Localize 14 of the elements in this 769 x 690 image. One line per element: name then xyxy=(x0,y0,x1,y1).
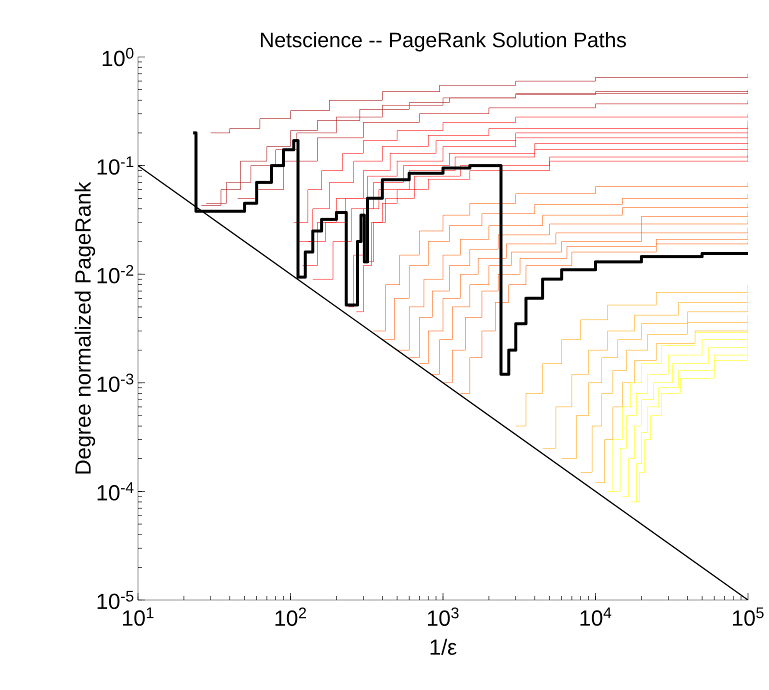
x-tick-label: 10$^{1}$ xyxy=(122,608,154,626)
y-tick-label: 10$^{-1}$ xyxy=(98,156,134,175)
x-axis-title: 1/ε xyxy=(430,638,457,655)
x-tick-label: 10$^{4}$ xyxy=(580,608,612,626)
y-tick-label: 10$^{-5}$ xyxy=(98,590,134,610)
y-tick-label: 10$^{-2}$ xyxy=(98,264,134,284)
y-axis-title: Degree normalized PageRank xyxy=(74,182,96,474)
y-tick-label: 10$^{0}$ xyxy=(102,48,134,66)
y-tick-label: 10$^{-4}$ xyxy=(98,482,134,501)
y-tick-label: 10$^{-3}$ xyxy=(98,374,134,392)
x-tick-label: 10$^{5}$ xyxy=(732,608,764,626)
chart-title: Netscience -- PageRank Solution Paths xyxy=(260,32,626,52)
x-tick-label: 10$^{2}$ xyxy=(275,608,306,626)
x-tick-label: 10$^{3}$ xyxy=(428,608,459,626)
